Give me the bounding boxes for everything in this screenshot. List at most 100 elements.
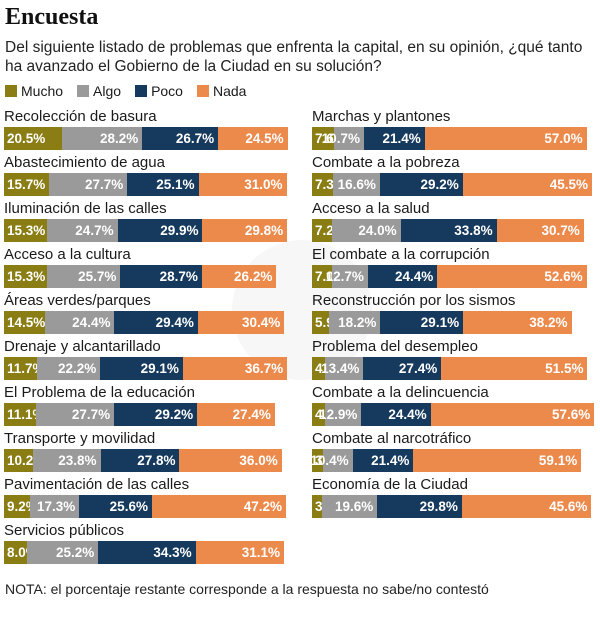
bar-segment-poco: 26.7% <box>142 127 219 150</box>
data-label-algo: 10.7% <box>321 131 360 146</box>
data-label-nada: 30.7% <box>541 223 580 238</box>
data-label-poco: 27.8% <box>137 453 176 468</box>
right-row-label: El combate a la corrupción <box>312 246 490 263</box>
footnote: NOTA: el porcentaje restante corresponde… <box>5 581 489 597</box>
data-label-nada: 45.6% <box>549 499 588 514</box>
left-row: Abastecimiento de agua 15.7% 27.7% 25.1% 31.… <box>4 154 288 200</box>
data-label-nada: 27.4% <box>232 407 271 422</box>
bar-segment-nada: 59.1% <box>413 449 582 472</box>
data-label-algo: 24.7% <box>75 223 114 238</box>
right-row-label: Reconstrucción por los sismos <box>312 292 516 309</box>
right-row: El combate a la corrupción 7.0% 12.7% 24.4%… <box>312 246 596 292</box>
bar-segment-algo: 27.7% <box>35 403 115 426</box>
left-row-label: Iluminación de las calles <box>4 200 167 217</box>
data-label-poco: 29.1% <box>140 361 179 376</box>
data-label-algo: 17.3% <box>36 499 76 514</box>
data-label-nada: 47.2% <box>243 499 282 514</box>
bar-segment-poco: 29.2% <box>379 173 463 196</box>
data-label-algo: 12.9% <box>319 407 358 422</box>
data-label-nada: 59.1% <box>538 453 578 468</box>
bar-segment-nada: 31.1% <box>195 541 284 564</box>
bar-segment-nada: 45.6% <box>461 495 592 518</box>
data-label-nada: 24.5% <box>245 131 284 146</box>
bar-segment-nada: 29.8% <box>202 219 288 242</box>
left-row-label: Transporte y movilidad <box>4 430 156 447</box>
right-row: Acceso a la salud 7.2% 24.0% 33.8% 30.7% <box>312 200 596 246</box>
bar-segment-nada: 26.2% <box>201 265 277 288</box>
data-label-algo: 25.7% <box>78 269 117 284</box>
data-label-poco: 33.8% <box>454 223 493 238</box>
data-label-poco: 29.8% <box>419 499 458 514</box>
watermark-logo <box>232 240 372 380</box>
legend-label-poco: Poco <box>151 83 183 99</box>
bar-segment-poco: 24.4% <box>361 403 431 426</box>
bar-segment-algo: 28.2% <box>62 127 143 150</box>
bar-segment-poco: 21.4% <box>363 127 425 150</box>
left-stacked-bar: 11.1% 27.7% 29.2% 27.4% <box>4 403 288 426</box>
data-label-mucho: 14.5% <box>7 315 46 330</box>
legend-item-poco: Poco <box>135 83 183 99</box>
bar-segment-poco: 29.1% <box>100 357 183 380</box>
right-row-label: Marchas y plantones <box>312 108 451 125</box>
right-row: Marchas y plantones 7.6% 10.7% 21.4% 57.0% <box>312 108 596 154</box>
bar-segment-poco: 24.4% <box>367 265 438 288</box>
bar-segment-algo: 10.7% <box>322 127 364 150</box>
data-label-mucho: 11.1% <box>7 407 45 422</box>
bar-segment-nada: 45.5% <box>462 173 592 196</box>
right-stacked-bar: 3.4%19.6% 29.8% 45.6% <box>312 495 596 518</box>
bar-segment-mucho: 11.7% <box>4 357 45 380</box>
right-stacked-bar: 7.0% 12.7% 24.4% 52.6% <box>312 265 596 288</box>
data-label-poco: 29.2% <box>154 407 194 422</box>
legend-swatch-nada <box>196 85 209 97</box>
data-label-algo: 27.7% <box>71 407 111 422</box>
data-label-poco: 25.6% <box>109 499 148 514</box>
left-row: Recolección de basura 20.5% 28.2% 26.7% 24.5… <box>4 108 288 154</box>
bar-segment-mucho: 11.1% <box>4 403 45 426</box>
bar-segment-algo: 12.9% <box>319 403 362 426</box>
right-row-label: Acceso a la salud <box>312 200 430 217</box>
data-label-poco: 25.1% <box>156 177 195 192</box>
bar-segment-poco: 28.7% <box>120 265 202 288</box>
data-label-nada: 36.7% <box>244 361 284 376</box>
data-label-algo: 16.6% <box>337 177 376 192</box>
right-column: Marchas y plantones 7.6% 10.7% 21.4% 57.0% Co… <box>310 108 596 522</box>
legend-swatch-poco <box>135 85 148 97</box>
bar-segment-mucho: 3.4% <box>312 495 346 518</box>
bar-segment-poco: 29.1% <box>380 311 464 334</box>
right-row: Combate a la delincuencia4.5%12.9%24.4%5… <box>312 384 596 430</box>
left-row-label: Recolección de basura <box>4 108 157 125</box>
data-label-algo: 27.7% <box>84 177 124 192</box>
bar-segment-poco: 34.3% <box>98 541 196 564</box>
data-label-mucho: 9.2% <box>7 499 38 514</box>
data-label-algo: 13.4% <box>321 361 360 376</box>
bar-segment-nada: 24.5% <box>218 127 288 150</box>
bar-segment-algo: 12.7% <box>326 265 368 288</box>
bar-segment-algo: 24.4% <box>45 311 115 334</box>
data-label-mucho: 20.5% <box>7 131 46 146</box>
data-label-poco: 24.4% <box>394 269 434 284</box>
data-label-algo: 25.2% <box>56 545 95 560</box>
right-row-label: Combate al narcotráfico <box>312 430 472 447</box>
bar-segment-poco: 27.8% <box>100 449 180 472</box>
data-label-nada: 26.2% <box>234 269 273 284</box>
right-row: Economía de la Ciudad 3.4%19.6% 29.8% 45.6% <box>312 476 596 522</box>
left-row: Iluminación de las calles 15.3% 24.7% 29.9%… <box>4 200 288 246</box>
data-label-nada: 30.4% <box>241 315 281 330</box>
bar-segment-nada: 36.0% <box>179 449 282 472</box>
bar-segment-poco: 29.9% <box>117 219 203 242</box>
left-stacked-bar: 20.5% 28.2% 26.7% 24.5% <box>4 127 288 150</box>
bar-segment-mucho: 15.7% <box>4 173 49 196</box>
left-row: Servicios públicos 8.0% 25.2% 34.3% 31.1% <box>4 522 288 568</box>
data-label-algo: 22.2% <box>57 361 97 376</box>
chart-subtitle: Del siguiente listado de problemas que e… <box>5 39 583 75</box>
data-label-poco: 28.7% <box>159 269 198 284</box>
data-label-nada: 51.5% <box>545 361 584 376</box>
data-label-algo: 24.4% <box>72 315 111 330</box>
left-stacked-bar: 8.0% 25.2% 34.3% 31.1% <box>4 541 288 564</box>
bar-segment-nada: 47.2% <box>151 495 286 518</box>
bar-segment-algo: 25.7% <box>47 265 121 288</box>
data-label-poco: 29.4% <box>155 315 194 330</box>
legend-label-mucho: Mucho <box>21 83 64 99</box>
left-row-label: Acceso a la cultura <box>4 246 131 263</box>
bar-segment-algo: 24.7% <box>47 219 118 242</box>
